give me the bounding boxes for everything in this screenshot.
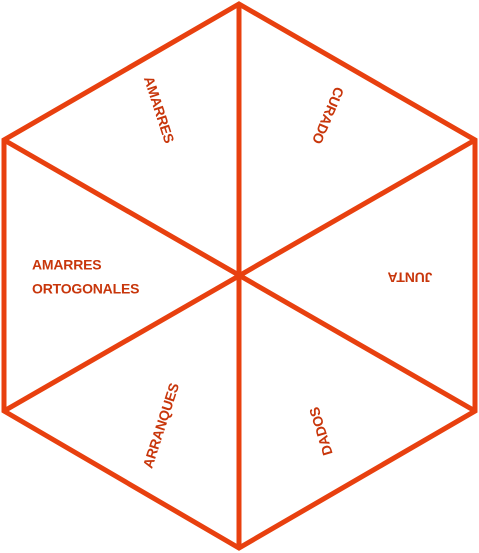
segment-label-right: JUNTA	[388, 269, 433, 285]
segment-label-left-line2: ORTOGONALES	[32, 281, 139, 297]
segment-label-left-line1: AMARRES	[32, 257, 101, 273]
segment-label-top-right: CURADO	[309, 85, 347, 147]
segment-label-bottom-right: DADOS	[306, 405, 336, 457]
divider-diagonal-b	[2, 137, 477, 414]
segment-label-bottom-left: ARRANQUES	[139, 381, 182, 470]
segment-label-top-left: AMARRES	[141, 74, 178, 145]
